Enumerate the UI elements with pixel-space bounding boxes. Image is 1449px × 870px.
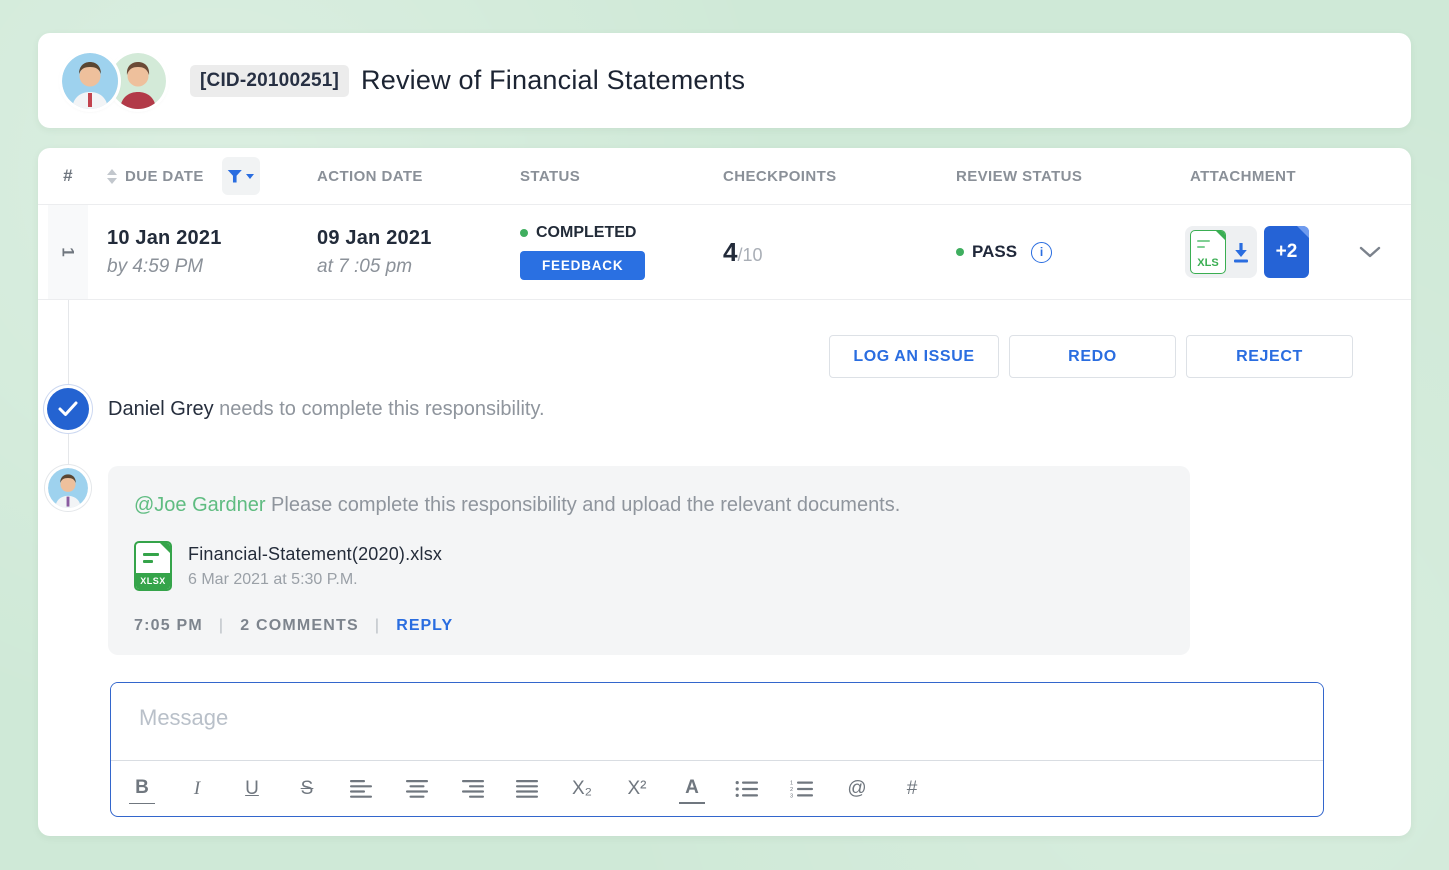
status-cell: COMPLETED FEEDBACK (501, 224, 704, 280)
status-label: COMPLETED (536, 224, 637, 241)
bullet-list-button[interactable] (734, 774, 760, 804)
column-due-date: DUE DATE (88, 157, 298, 195)
underline-button[interactable]: U (239, 774, 265, 804)
align-right-button[interactable] (459, 774, 485, 804)
attachment-cell: XLS +2 (1171, 226, 1329, 278)
mention-button[interactable]: @ (844, 774, 870, 804)
funnel-icon (227, 169, 243, 183)
row-expander[interactable]: 1 (48, 205, 88, 299)
row-collapse-chevron[interactable] (1329, 246, 1411, 258)
attachment-chip[interactable]: XLS (1185, 226, 1257, 278)
assignee-avatars (62, 50, 172, 112)
svg-text:1: 1 (790, 780, 793, 786)
expanded-detail: LOG AN ISSUE REDO REJECT Daniel Grey nee… (38, 335, 1411, 817)
sort-icon[interactable] (107, 168, 117, 184)
review-status-label: PASS (972, 242, 1018, 261)
comment-time: 7:05 PM (134, 617, 203, 634)
column-checkpoints: CHECKPOINTS (723, 167, 837, 185)
status-dot-green (520, 229, 528, 237)
comment-text: @Joe Gardner Please complete this respon… (134, 494, 901, 516)
checkpoints-done: 4 (723, 236, 738, 267)
checkpoints-total: /10 (737, 244, 763, 265)
log-an-issue-button[interactable]: LOG AN ISSUE (829, 335, 999, 378)
xlsx-file-icon: XLSX (134, 541, 172, 591)
mention-link[interactable]: @Joe Gardner (134, 494, 266, 516)
caret-down-icon (246, 173, 255, 179)
redo-button[interactable]: REDO (1009, 335, 1176, 378)
message-input[interactable] (111, 683, 1323, 760)
align-justify-button[interactable] (514, 774, 540, 804)
column-attachment: ATTACHMENT (1190, 167, 1296, 185)
bold-button[interactable]: B (129, 774, 155, 804)
comment-author-avatar (48, 468, 88, 508)
more-attachments-badge[interactable]: +2 (1264, 226, 1309, 278)
feedback-button[interactable]: FEEDBACK (520, 251, 646, 280)
comment-attachment[interactable]: XLSX Financial-Statement(2020).xlsx 6 Ma… (134, 541, 1164, 591)
check-circle-icon (47, 388, 89, 430)
chevron-down-icon (1359, 246, 1381, 258)
task-id-badge: [CID-20100251] (190, 64, 350, 97)
svg-text:3: 3 (790, 793, 793, 798)
due-time-value: by 4:59 PM (107, 255, 204, 277)
file-date: 6 Mar 2021 at 5:30 P.M. (188, 570, 358, 588)
table-header-row: # DUE DATE ACTION DATE STATUS CHECKPOINT… (38, 148, 1411, 205)
comment: @Joe Gardner Please complete this respon… (48, 466, 1411, 655)
xls-file-icon: XLS (1190, 230, 1226, 274)
message-composer: B I U S X₂ X² A (110, 682, 1324, 817)
align-left-button[interactable] (349, 774, 375, 804)
review-dot-green (956, 248, 964, 256)
file-name: Financial-Statement(2020).xlsx (188, 543, 443, 564)
review-status-cell: PASS i (937, 241, 1171, 263)
table-row: 1 10 Jan 2021 by 4:59 PM 09 Jan 2021 at … (38, 205, 1411, 300)
comments-count[interactable]: 2 COMMENTS (240, 617, 359, 634)
filter-button[interactable] (221, 157, 260, 195)
column-review-status: REVIEW STATUS (956, 167, 1083, 185)
column-action-date: ACTION DATE (317, 167, 423, 185)
strikethrough-button[interactable]: S (294, 774, 320, 804)
assignee-name: Daniel Grey (108, 397, 214, 420)
align-center-button[interactable] (404, 774, 430, 804)
reply-link[interactable]: REPLY (396, 617, 454, 634)
superscript-button[interactable]: X² (624, 774, 650, 804)
subscript-button[interactable]: X₂ (569, 774, 595, 804)
responsibility-card: # DUE DATE ACTION DATE STATUS CHECKPOINT… (38, 148, 1411, 836)
hashtag-button[interactable]: # (899, 774, 925, 804)
row-index: 1 (59, 247, 78, 257)
task-header-card: [CID-20100251] Review of Financial State… (38, 33, 1411, 128)
action-time-value: at 7 :05 pm (317, 255, 413, 277)
activity-note-text: Daniel Grey needs to complete this respo… (108, 397, 545, 420)
due-date-value: 10 Jan 2021 (107, 226, 222, 249)
checkpoints-cell: 4/10 (704, 237, 937, 268)
info-icon[interactable]: i (1031, 241, 1053, 263)
formatting-toolbar: B I U S X₂ X² A (111, 760, 1323, 816)
review-actions: LOG AN ISSUE REDO REJECT (38, 335, 1353, 378)
page-title: Review of Financial Statements (361, 65, 746, 95)
comment-panel: @Joe Gardner Please complete this respon… (108, 466, 1190, 655)
column-index: # (63, 166, 73, 185)
avatar-user-2 (110, 52, 166, 109)
download-icon[interactable] (1230, 240, 1252, 264)
folded-corner (1297, 226, 1309, 238)
reject-button[interactable]: REJECT (1186, 335, 1353, 378)
avatar-user-1 (62, 52, 118, 109)
column-status: STATUS (520, 167, 581, 185)
action-date-value: 09 Jan 2021 (317, 226, 432, 249)
comment-meta: 7:05 PM | 2 COMMENTS | REPLY (134, 617, 454, 634)
activity-note: Daniel Grey needs to complete this respo… (47, 388, 1411, 430)
column-due-date-label: DUE DATE (125, 167, 204, 185)
action-date-cell: 09 Jan 2021 at 7 :05 pm (298, 227, 501, 278)
italic-button[interactable]: I (184, 774, 210, 804)
svg-text:2: 2 (790, 787, 793, 793)
due-date-cell: 10 Jan 2021 by 4:59 PM (88, 227, 298, 278)
text-color-button[interactable]: A (679, 774, 705, 804)
